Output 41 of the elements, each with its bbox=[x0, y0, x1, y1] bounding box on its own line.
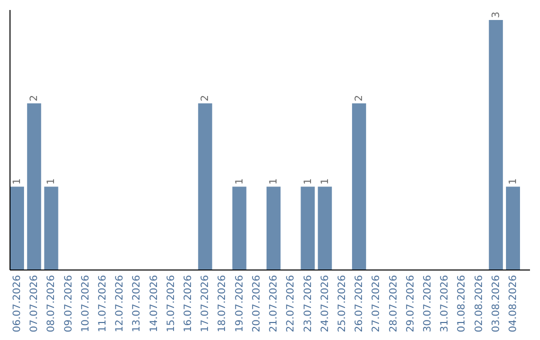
x-tick-label: 11.07.2026 bbox=[98, 275, 109, 332]
x-tick-label: 31.07.2026 bbox=[440, 275, 451, 332]
data-label: 1 bbox=[508, 178, 519, 185]
x-tick-label: 09.07.2026 bbox=[63, 275, 74, 332]
x-tick-label: 14.07.2026 bbox=[148, 275, 160, 332]
data-label: 2 bbox=[354, 94, 366, 102]
x-tick-label: 22.07.2026 bbox=[286, 275, 297, 332]
data-label: 2 bbox=[200, 94, 212, 102]
x-tick-label: 24.07.2026 bbox=[320, 275, 331, 332]
x-tick-label: 13.07.2026 bbox=[132, 275, 143, 332]
x-tick-label: 30.07.2026 bbox=[422, 275, 434, 332]
x-tick-label: 19.07.2026 bbox=[234, 275, 246, 332]
x-tick-label: 12.07.2026 bbox=[114, 275, 126, 332]
data-label: 1 bbox=[320, 178, 331, 185]
x-tick-label: 10.07.2026 bbox=[80, 275, 92, 332]
data-label: 1 bbox=[12, 178, 24, 185]
x-tick-label: 26.07.2026 bbox=[354, 275, 366, 332]
data-label: 1 bbox=[302, 178, 314, 185]
x-tick-label: 03.08.2026 bbox=[490, 275, 502, 332]
x-tick-label: 16.07.2026 bbox=[183, 275, 194, 332]
x-tick-label: 21.07.2026 bbox=[268, 275, 280, 332]
x-tick-label: 01.08.2026 bbox=[456, 275, 468, 332]
x-tick-label: 08.07.2026 bbox=[46, 275, 58, 332]
x-tick-label: 02.08.2026 bbox=[474, 275, 485, 332]
x-tick-label: 06.07.2026 bbox=[12, 275, 24, 332]
data-label: 2 bbox=[29, 94, 40, 102]
x-tick-label: 04.08.2026 bbox=[508, 275, 519, 332]
x-tick-label: 07.07.2026 bbox=[29, 275, 40, 332]
x-tick-label: 27.07.2026 bbox=[371, 275, 382, 332]
x-tick-label: 25.07.2026 bbox=[336, 275, 348, 332]
x-tick-label: 29.07.2026 bbox=[405, 275, 416, 332]
data-label: 1 bbox=[234, 178, 246, 185]
x-tick-label: 17.07.2026 bbox=[200, 275, 212, 332]
data-label: 1 bbox=[268, 178, 280, 185]
x-tick-label: 28.07.2026 bbox=[388, 275, 400, 332]
x-tick-label: 20.07.2026 bbox=[251, 275, 262, 332]
x-tick-label: 18.07.2026 bbox=[217, 275, 228, 332]
data-label: 3 bbox=[490, 12, 502, 18]
x-tick-label: 15.07.2026 bbox=[166, 275, 177, 332]
data-label: 1 bbox=[46, 178, 58, 185]
x-tick-label: 23.07.2026 bbox=[302, 275, 314, 332]
